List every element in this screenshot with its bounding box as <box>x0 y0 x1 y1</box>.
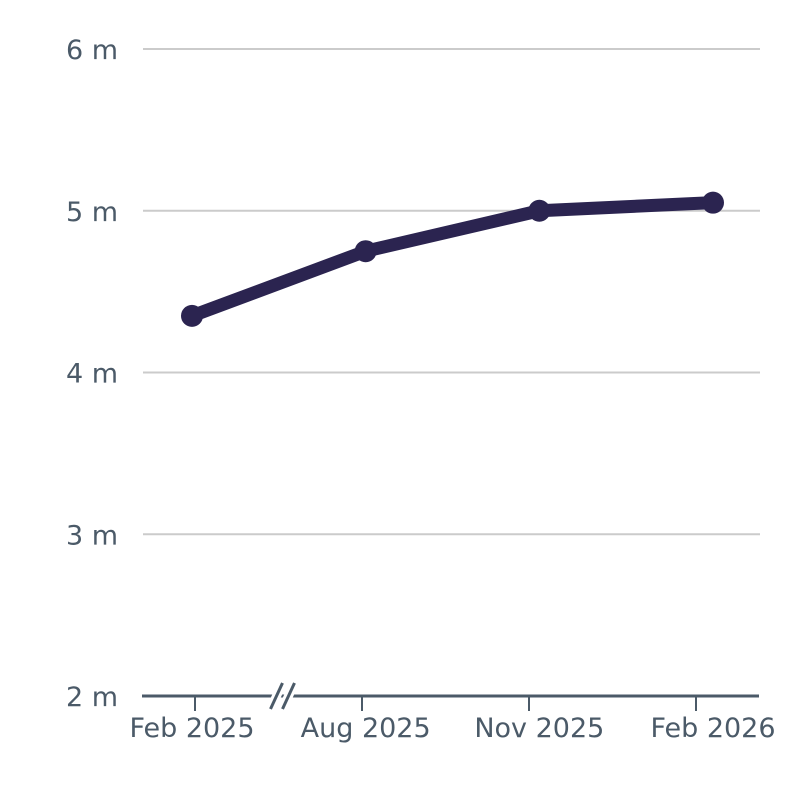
x-axis-tick-label: Feb 2025 <box>129 713 254 744</box>
data-line <box>185 196 720 323</box>
x-axis-tick-label: Nov 2025 <box>474 713 604 744</box>
y-axis-tick-label: 3 m <box>66 520 118 551</box>
axis-break-icon <box>281 682 296 710</box>
data-point <box>702 191 724 214</box>
chart-canvas: 2 m 3 m 4 m 5 m 6 m Feb 2025 Aug 2025 Nov 2025 F… <box>66 35 776 744</box>
axis-break-icon <box>269 682 284 710</box>
data-point <box>181 304 203 327</box>
y-axis-tick-label: 5 m <box>66 197 118 228</box>
data-point <box>354 240 377 263</box>
y-axis-tick-label: 4 m <box>66 359 118 390</box>
data-point <box>528 199 551 222</box>
y-axis-tick-label: 2 m <box>66 682 118 713</box>
x-axis-tick-label: Feb 2026 <box>650 713 775 744</box>
y-axis-tick-label: 6 m <box>66 35 118 66</box>
line-chart: 2 m 3 m 4 m 5 m 6 m Feb 2025 Aug 2025 Nov 2025 F… <box>40 16 788 784</box>
x-axis-tick-label: Aug 2025 <box>301 713 431 744</box>
